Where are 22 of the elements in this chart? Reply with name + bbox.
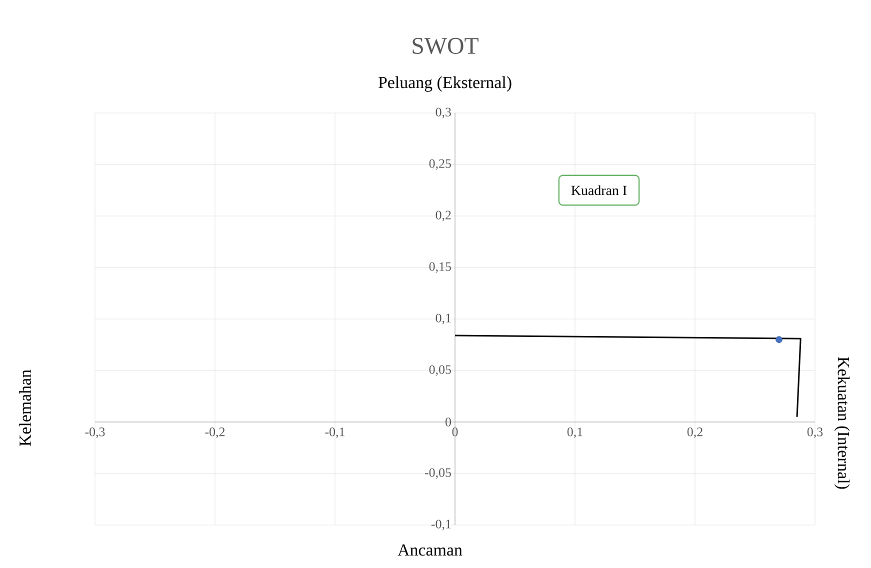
x-tick-label: 0: [452, 428, 458, 436]
x-tick-label: 0,3: [807, 428, 823, 438]
y-tick-label: 0,3: [436, 108, 451, 118]
chart-subtitle: Peluang (Eksternal): [378, 76, 512, 92]
x-axis-title: Ancaman: [398, 544, 462, 556]
y-tick-label: 0,15: [429, 262, 451, 273]
y-tick-label: 0,05: [429, 365, 451, 376]
annotation: Kuadran I: [571, 185, 627, 196]
chart-title: SWOT: [412, 38, 478, 54]
x-tick-label: 0,2: [687, 428, 702, 438]
y-tick-label: -0,1: [431, 520, 451, 530]
x-tick-label: -0,2: [205, 428, 225, 438]
y-tick-label: 0,1: [436, 314, 451, 324]
x-tick-label: -0,3: [85, 428, 105, 438]
y-tick-label: 0: [446, 418, 451, 426]
x-tick-label: 0,1: [567, 428, 582, 438]
y-tick-label: -0,05: [424, 468, 451, 479]
y-axis-title: Kelemahan: [19, 370, 31, 446]
y-tick-label: 0,25: [429, 159, 451, 170]
x-tick-label: -0,1: [325, 428, 344, 438]
y-tick-label: 0,2: [436, 210, 451, 222]
y2-axis-title: Kekuatan (Internal): [834, 356, 850, 489]
